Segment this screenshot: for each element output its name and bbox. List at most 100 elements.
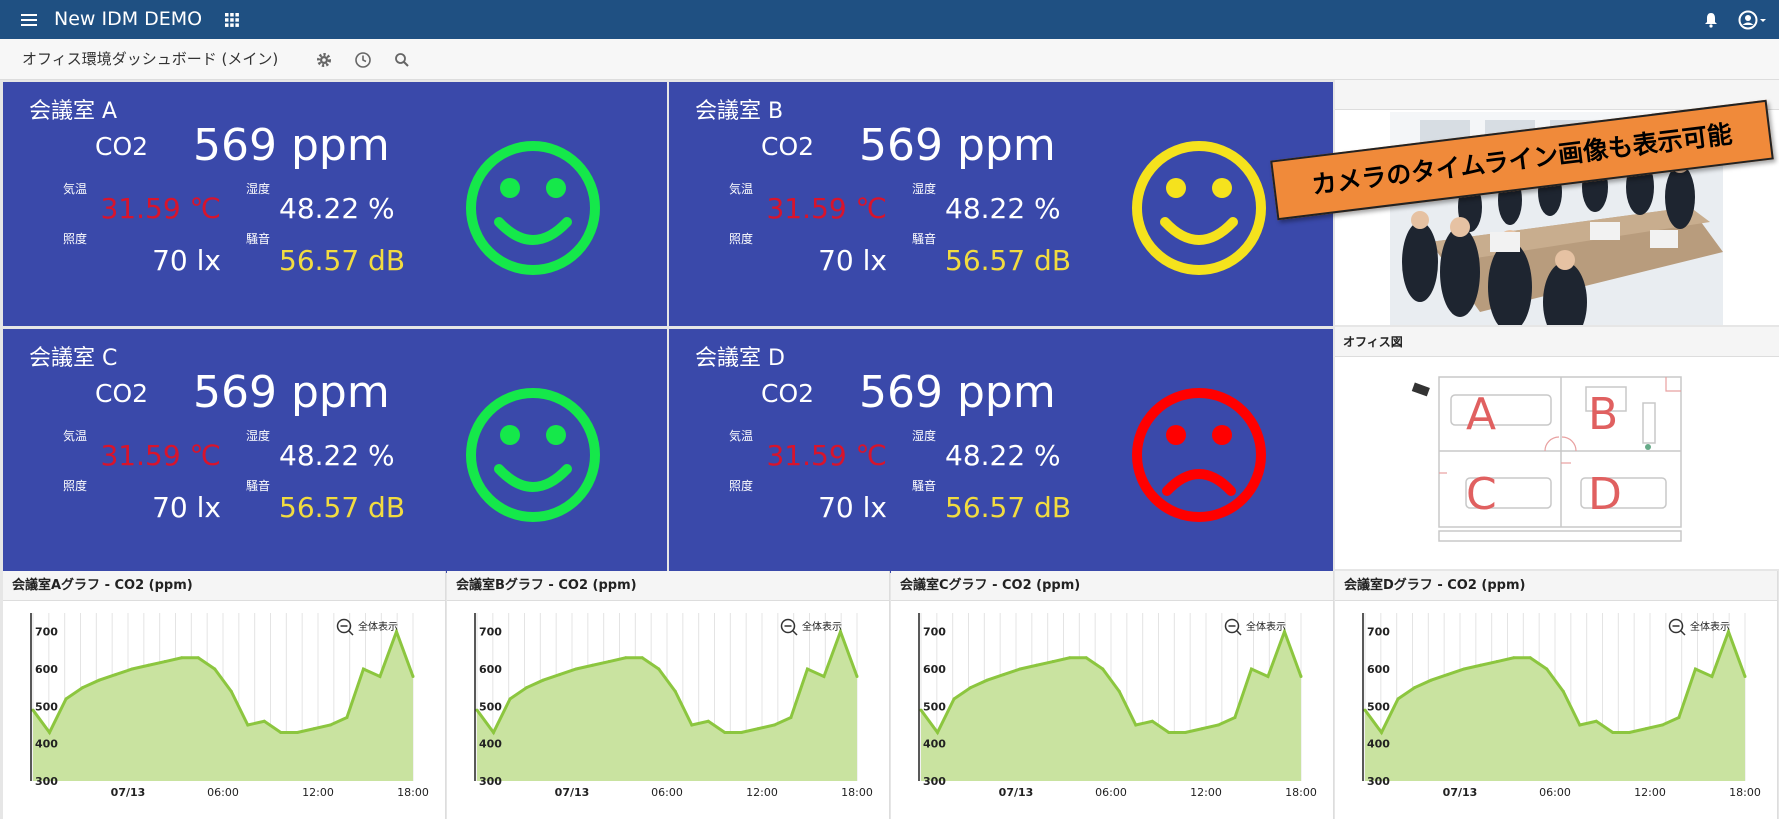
zoom-reset-label[interactable]: 全体表示 [358, 620, 398, 633]
illum-value: 70 lx [818, 491, 887, 524]
illum-label: 照度 [63, 479, 88, 493]
co2-point [361, 667, 365, 671]
illum-value: 70 lx [818, 244, 887, 277]
co2-point [1446, 673, 1450, 677]
co2-point [1299, 674, 1303, 678]
co2-point [1380, 730, 1384, 734]
co2-point [1167, 730, 1171, 734]
co2-point [1561, 689, 1565, 693]
noise-label: 騒音 [246, 232, 271, 246]
zoom-out-icon[interactable] [780, 618, 796, 634]
co2-point [838, 630, 842, 634]
dashboard-title[interactable]: オフィス環境ダッシュボード (メイン) [22, 50, 279, 68]
chart-title: 会議室Bグラフ - CO2 (ppm) [447, 571, 889, 601]
x-tick-label: 18:00 [397, 786, 429, 799]
co2-chart[interactable]: 300 400 500 600 700 07/13 06:00 12:00 18:00 全体表示 [891, 601, 1334, 819]
illum-value: 70 lx [152, 491, 221, 524]
co2-point [673, 689, 677, 693]
co2-chart-panel[interactable]: 会議室Cグラフ - CO2 (ppm) 300 400 500 600 700 07/13 0… [891, 571, 1334, 819]
co2-point [855, 674, 859, 678]
hamburger-icon[interactable] [18, 0, 40, 39]
zoom-out-icon[interactable] [1668, 618, 1684, 634]
temp-label: 気温 [729, 182, 754, 196]
co2-point [936, 730, 940, 734]
y-tick-label: 600 [1367, 663, 1390, 676]
co2-point [756, 727, 760, 731]
co2-point [607, 660, 611, 664]
room-title: 会議室 C [29, 346, 118, 371]
illum-label: 照度 [729, 479, 754, 493]
zoom-out-icon[interactable] [336, 618, 352, 634]
gear-icon[interactable] [315, 51, 333, 69]
co2-point [723, 730, 727, 734]
office-floorplan[interactable]: A B C D [1411, 373, 1697, 543]
co2-chart-panel[interactable]: 会議室Aグラフ - CO2 (ppm) 300 400 500 600 700 07/13 0… [3, 571, 446, 819]
smiley-face-icon [1131, 140, 1267, 276]
zoom-out-icon[interactable] [1224, 618, 1240, 634]
room-panel-b[interactable]: 会議室 B CO2 569 ppm 気温 31.59 ℃ 湿度 48.22 % 照度 70 lx… [669, 82, 1333, 326]
co2-point [1282, 630, 1286, 634]
temp-value: 31.59 ℃ [100, 192, 221, 225]
zoom-out-icon-glyph [784, 625, 798, 636]
zoom-reset-label[interactable]: 全体表示 [802, 620, 842, 633]
user-icon[interactable] [1736, 0, 1770, 39]
y-tick-label: 500 [35, 700, 58, 713]
co2-chart-panel[interactable]: 会議室Bグラフ - CO2 (ppm) 300 400 500 600 700 07/13 0… [447, 571, 890, 819]
office-map-title: オフィス図 [1335, 327, 1779, 357]
co2-point [985, 678, 989, 682]
co2-point [690, 723, 694, 727]
co2-point [31, 708, 35, 712]
temp-value: 31.59 ℃ [100, 439, 221, 472]
room-title: 会議室 D [695, 346, 785, 371]
zoom-reset-button[interactable]: 全体表示 [1668, 618, 1731, 636]
zoom-reset-button[interactable]: 全体表示 [336, 618, 399, 636]
zoom-reset-label[interactable]: 全体表示 [1690, 620, 1730, 633]
co2-chart[interactable]: 300 400 500 600 700 07/13 06:00 12:00 18:00 全体表示 [1335, 601, 1778, 819]
co2-point [295, 730, 299, 734]
x-tick-label: 06:00 [1095, 786, 1127, 799]
co2-point [1117, 689, 1121, 693]
humidity-value: 48.22 % [279, 439, 395, 472]
room-panel-a[interactable]: 会議室 A CO2 569 ppm 気温 31.59 ℃ 湿度 48.22 % 照度 70 lx… [3, 82, 667, 326]
grid-icon[interactable] [222, 0, 242, 39]
bell-icon[interactable] [1700, 0, 1722, 39]
zoom-reset-button[interactable]: 全体表示 [1224, 618, 1287, 636]
frown-face-icon [1131, 387, 1267, 523]
co2-point [657, 667, 661, 671]
zoom-reset-button[interactable]: 全体表示 [780, 618, 843, 636]
co2-point [1429, 678, 1433, 682]
zoom-out-icon-glyph [1672, 625, 1686, 636]
co2-chart-panel[interactable]: 会議室Dグラフ - CO2 (ppm) 300 400 500 600 700 07/13 0… [1335, 571, 1778, 819]
co2-series-line [1363, 627, 1747, 736]
y-tick-label: 600 [35, 663, 58, 676]
co2-point [805, 667, 809, 671]
zoom-reset-label[interactable]: 全体表示 [1246, 620, 1286, 633]
co2-point [1594, 719, 1598, 723]
co2-point [130, 667, 134, 671]
co2-point [640, 656, 644, 660]
co2-chart[interactable]: 300 400 500 600 700 07/13 06:00 12:00 18:00 全体表示 [3, 601, 446, 819]
co2-point [706, 719, 710, 723]
map-label-d: D [1588, 469, 1622, 520]
search-icon[interactable] [393, 51, 411, 69]
clock-icon[interactable] [354, 51, 372, 69]
room-title: 会議室 B [695, 99, 784, 124]
office-map-panel: オフィス図 [1335, 327, 1779, 569]
smiley-face-icon [465, 387, 601, 523]
illum-label: 照度 [63, 232, 88, 246]
app-title[interactable]: New IDM DEMO [54, 8, 203, 30]
room-panel-c[interactable]: 会議室 C CO2 569 ppm 気温 31.59 ℃ 湿度 48.22 % 照度 70 lx… [3, 329, 667, 573]
co2-point [229, 689, 233, 693]
co2-chart[interactable]: 300 400 500 600 700 07/13 06:00 12:00 18:00 全体表示 [447, 601, 890, 819]
co2-series-line [475, 627, 859, 736]
co2-point [97, 678, 101, 682]
co2-point [262, 719, 266, 723]
x-tick-label: 06:00 [207, 786, 239, 799]
co2-value: 569 ppm [193, 367, 390, 418]
co2-point [1068, 656, 1072, 660]
co2-point [378, 674, 382, 678]
co2-value: 569 ppm [859, 120, 1056, 171]
co2-point [789, 716, 793, 720]
co2-series-line [919, 627, 1303, 736]
room-panel-d[interactable]: 会議室 D CO2 569 ppm 気温 31.59 ℃ 湿度 48.22 % 照度 70 lx… [669, 329, 1333, 573]
